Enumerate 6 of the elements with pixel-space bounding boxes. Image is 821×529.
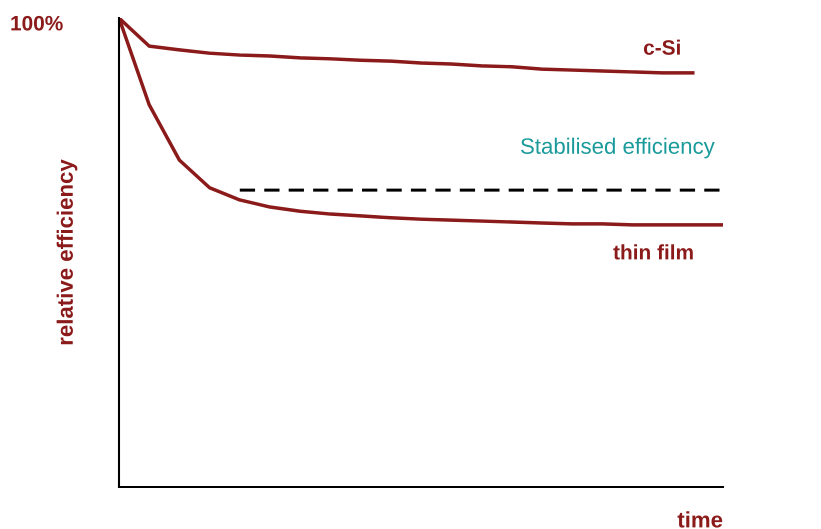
series-label: thin film (613, 244, 693, 260)
annotation: Stabilised efficiency (521, 138, 715, 158)
text: 100% (11, 16, 63, 31)
y-axis-title: relative efficiency (56, 159, 78, 344)
series-label: c-Si (644, 40, 680, 55)
x-axis-title: time (678, 511, 722, 528)
